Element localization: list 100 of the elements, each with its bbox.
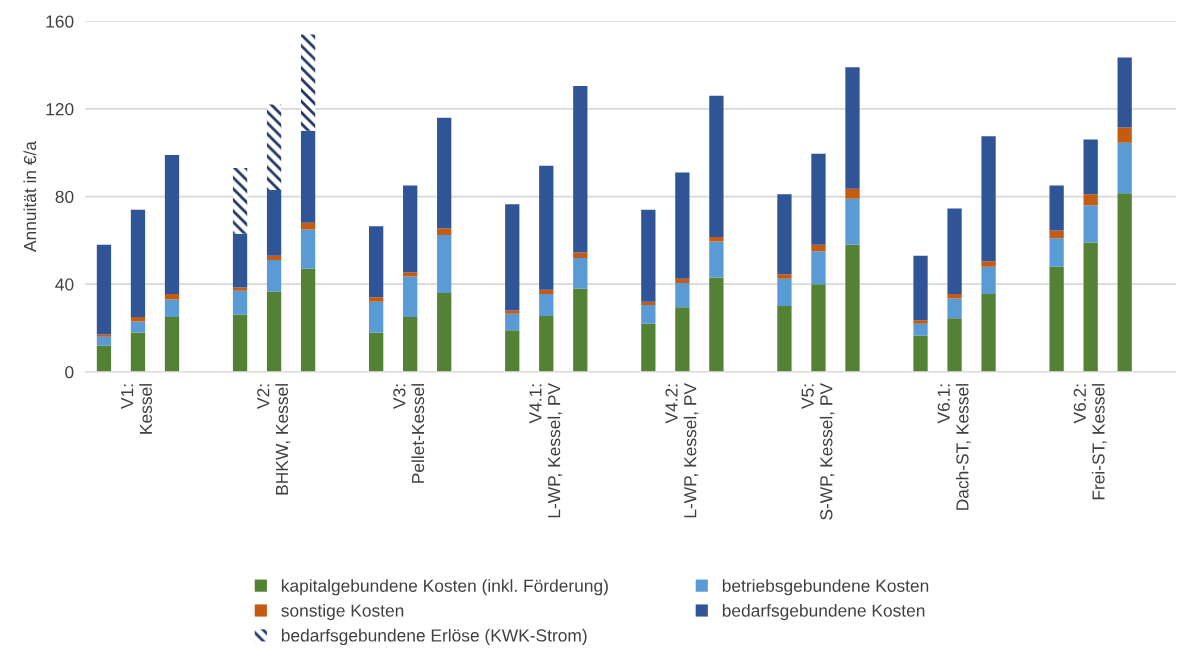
bar	[266, 189, 282, 256]
bar	[675, 278, 690, 284]
bar	[947, 298, 962, 319]
legend-label: sonstige Kosten	[281, 604, 404, 621]
bar	[96, 336, 112, 346]
y-tick-label: 40	[55, 278, 74, 291]
bar	[130, 332, 146, 372]
bar	[1049, 238, 1064, 267]
bar	[505, 313, 520, 331]
bar	[641, 323, 656, 372]
x-tick-label: V4.2: L-WP, Kessel, PV	[665, 383, 699, 518]
bar	[1049, 230, 1064, 239]
bar	[539, 165, 554, 290]
x-tick-label: V1: Kessel	[121, 384, 152, 434]
legend-label: betriebsgebundene Kosten	[722, 579, 929, 596]
bar	[232, 287, 248, 291]
bar	[947, 208, 962, 295]
bar	[369, 332, 384, 372]
bar	[811, 244, 826, 252]
bar	[1083, 242, 1098, 372]
bar	[130, 209, 146, 318]
bar	[981, 294, 996, 372]
bar	[232, 290, 248, 315]
bar	[403, 272, 418, 277]
bar	[675, 307, 690, 372]
bar	[437, 234, 452, 293]
bar	[1049, 266, 1064, 372]
y-axis-title: Annuität in €/a	[23, 141, 37, 252]
bar	[1083, 194, 1098, 206]
bar	[811, 284, 826, 372]
bar	[96, 244, 112, 335]
y-tick-label: 0	[65, 366, 74, 379]
bar	[573, 257, 588, 289]
bar	[641, 209, 656, 302]
bar	[96, 345, 112, 372]
bar	[913, 335, 928, 372]
bar	[573, 85, 588, 253]
y-tick-label: 80	[55, 190, 74, 204]
bar	[777, 278, 792, 307]
bar	[437, 292, 452, 372]
bar	[709, 95, 724, 238]
x-tick-label: V5: S-WP, Kessel, PV	[801, 383, 835, 520]
bar	[130, 321, 146, 333]
y-tick-label: 120	[46, 103, 74, 116]
bar	[164, 317, 180, 372]
bar	[777, 306, 792, 372]
bar	[947, 294, 962, 299]
bar	[913, 255, 928, 321]
bar	[777, 274, 792, 279]
bar	[1117, 127, 1132, 143]
bar	[913, 320, 928, 324]
x-tick-label: V2: BHKW, Kessel	[257, 384, 291, 495]
bar	[709, 241, 724, 278]
bar	[232, 314, 248, 372]
bar	[845, 198, 860, 245]
bar	[164, 294, 180, 300]
bar	[1083, 205, 1098, 243]
legend-label: bedarfsgebundene Erlöse (KWK-Strom)	[281, 628, 587, 646]
bar	[403, 317, 418, 372]
bar	[573, 288, 588, 372]
bar	[845, 67, 860, 189]
bar	[164, 299, 180, 318]
bar	[266, 260, 282, 292]
bar	[403, 185, 418, 273]
bar	[369, 297, 384, 302]
bar	[947, 318, 962, 372]
bar	[1117, 193, 1132, 372]
bar	[403, 276, 418, 318]
bar	[369, 301, 384, 333]
bar	[845, 244, 860, 372]
y-tick-label: 160	[46, 15, 74, 28]
bar	[573, 252, 588, 258]
bar	[369, 226, 384, 298]
legend-label: bedarfsgebundene Kosten	[722, 604, 925, 621]
bar	[232, 233, 248, 288]
x-tick-label: V6.2: Frei-ST, Kessel	[1073, 384, 1107, 500]
x-tick-label: V3: Pellet-Kessel	[393, 384, 425, 483]
bar	[266, 104, 282, 190]
bar	[777, 194, 792, 275]
bar	[505, 310, 520, 314]
bar	[164, 154, 180, 295]
bar	[811, 153, 826, 245]
bar	[266, 291, 282, 372]
bar	[641, 305, 656, 324]
bar	[300, 229, 316, 269]
bar	[505, 330, 520, 372]
bar	[709, 277, 724, 372]
bar	[1117, 142, 1132, 194]
bar	[845, 188, 860, 199]
bar	[300, 268, 316, 372]
bar	[981, 136, 996, 262]
bar	[437, 117, 452, 229]
bar	[96, 334, 112, 337]
bar	[505, 204, 520, 311]
bar	[232, 168, 248, 234]
bar	[1083, 139, 1098, 195]
bar	[437, 228, 452, 235]
bar	[981, 266, 996, 295]
bar	[913, 323, 928, 336]
bar	[1049, 185, 1064, 231]
